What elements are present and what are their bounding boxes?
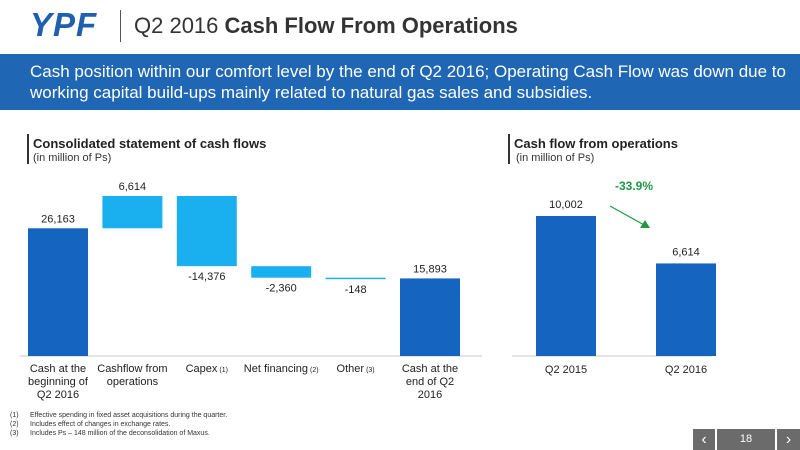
waterfall-category-label: beginning of	[28, 376, 89, 388]
waterfall-category-label: end of Q2	[406, 376, 454, 388]
waterfall-category-label: Net financing (2)	[244, 363, 319, 375]
waterfall-bar	[176, 196, 237, 267]
waterfall-value-label: 6,614	[119, 181, 147, 193]
chevron-left-icon[interactable]: ‹	[693, 429, 715, 450]
cfo-bar	[536, 216, 596, 356]
waterfall-category-label: Cash at the	[402, 363, 458, 375]
waterfall-category-label: Q2 2016	[37, 389, 79, 401]
arrow-head-icon	[640, 220, 650, 228]
footnote-1: (1) Effective spending in fixed asset acq…	[10, 412, 228, 419]
header: YPF Q2 2016 Cash Flow From Operations	[0, 0, 800, 52]
right-section-subtitle: (in million of Ps)	[516, 152, 595, 164]
right-section-marker	[508, 134, 510, 164]
header-divider	[120, 10, 121, 42]
waterfall-bar	[251, 266, 312, 278]
left-section-title: Consolidated statement of cash flows	[33, 136, 267, 151]
cfo-bar	[656, 263, 716, 356]
waterfall-category-label: 2016	[418, 389, 442, 401]
summary-text: Cash position within our comfort level b…	[30, 62, 786, 102]
left-section-subtitle: (in million of Ps)	[33, 152, 112, 164]
chevron-right-icon[interactable]: ›	[777, 429, 800, 450]
waterfall-bar	[102, 196, 163, 229]
waterfall-category-label: Capex (1)	[186, 363, 228, 375]
waterfall-value-label: 26,163	[41, 213, 75, 225]
waterfall-value-label: 15,893	[413, 263, 447, 275]
cfo-category-label: Q2 2015	[545, 364, 587, 376]
waterfall-bar	[28, 228, 88, 356]
waterfall-value-label: -14,376	[188, 271, 225, 283]
footnote-2: (2) Includes effect of changes in exchang…	[10, 421, 171, 428]
footnote-ref: (2)	[310, 367, 319, 374]
svg-text:YPF: YPF	[30, 8, 97, 42]
waterfall-bar	[400, 278, 460, 356]
waterfall-value-label: -148	[345, 284, 367, 296]
page-navigation: ‹ 18 ›	[693, 429, 800, 450]
footnote-ref: (1)	[219, 367, 228, 374]
footnote-3: (3) Includes Ps – 148 million of the deco…	[10, 430, 210, 437]
left-section-marker	[27, 134, 29, 164]
cfo-value-label: 6,614	[672, 246, 700, 258]
page-title: Q2 2016 Cash Flow From Operations	[134, 13, 518, 38]
waterfall-value-label: -2,360	[266, 283, 297, 295]
waterfall-category-label: operations	[107, 376, 159, 388]
cfo-change-label: -33.9%	[615, 179, 653, 193]
waterfall-bar	[325, 277, 386, 280]
summary-banner: Cash position within our comfort level b…	[0, 54, 800, 110]
waterfall-category-label: Other (3)	[337, 363, 375, 375]
right-section-title: Cash flow from operations	[514, 136, 678, 151]
cfo-category-label: Q2 2016	[665, 364, 707, 376]
ypf-logo: YPF	[30, 8, 97, 42]
footnote-ref: (3)	[366, 367, 375, 374]
arrow-down-right-icon	[609, 205, 647, 227]
waterfall-category-label: Cash at the	[30, 363, 86, 375]
waterfall-category-label: Cashflow from	[97, 363, 167, 375]
cfo-value-label: 10,002	[549, 199, 583, 211]
footnotes: (1) Effective spending in fixed asset acq…	[10, 411, 227, 438]
page-number: 18	[717, 429, 775, 450]
